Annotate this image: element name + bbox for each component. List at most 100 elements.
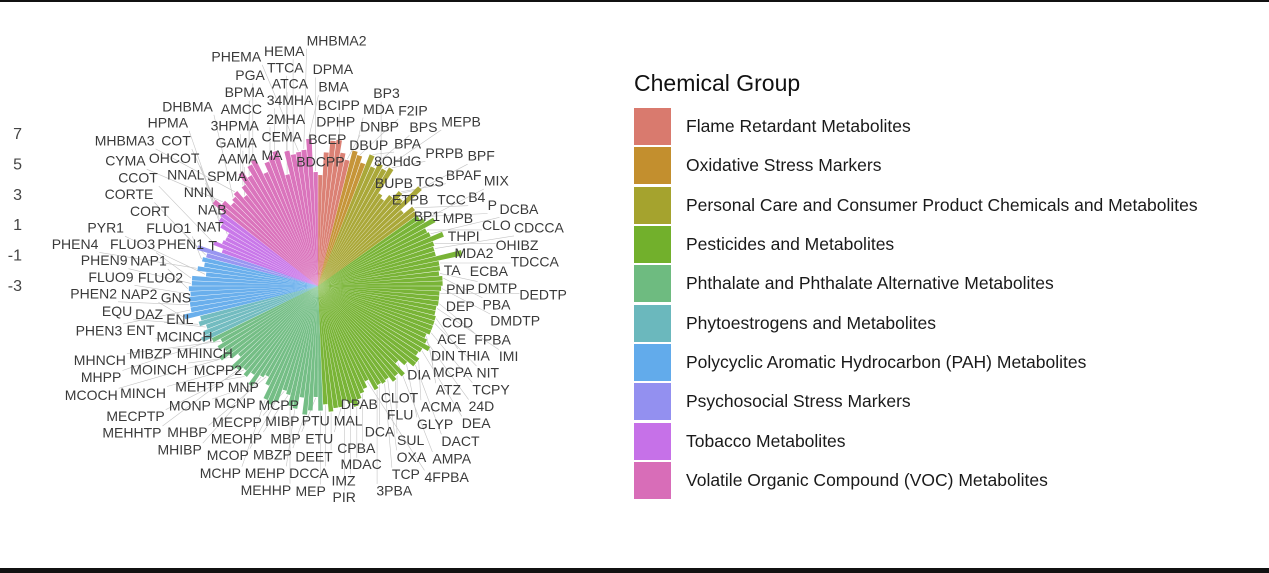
y-tick-label: 3 [13,187,22,204]
bar-2mha [267,155,318,286]
bar-label: MPB [443,210,473,226]
leader-line [387,379,397,451]
bar-label: SPMA [207,168,247,184]
bar-equ [198,286,318,327]
bar-label: MIBP [265,413,299,429]
bar-label: DACT [441,433,480,449]
bar-label: ACE [437,331,466,347]
bar-nnn [227,233,318,286]
bar-label: DEP [446,298,475,314]
bar-gama [241,184,318,286]
bar-spma [230,202,318,286]
leader-line [213,114,234,198]
leader-line [126,341,221,354]
leader-line [303,48,307,149]
bar-label: MCPP [259,397,299,413]
bar-label: MEPB [441,114,481,130]
bar-dphp [318,140,336,286]
bar-deet [318,286,334,412]
bar-mehp [292,286,318,409]
leader-line [359,118,399,156]
bar-nap2 [184,286,318,320]
bar-label: CCOT [118,170,158,186]
bar-label: BUPB [375,175,413,191]
bar-bpaf [318,191,403,286]
bar-label: GNS [161,290,191,306]
y-tick-label: -3 [8,278,22,295]
legend-label: Tobacco Metabolites [686,430,846,451]
leader-line [241,399,266,467]
leader-line [430,217,500,235]
bar-phen3 [190,286,318,313]
bar-label: BPMA [225,84,265,100]
bar-3hpma [238,171,318,286]
bar-etu [318,286,344,408]
bar-label: MNP [228,379,259,395]
bar-ace [318,286,436,316]
leader-line [146,168,223,203]
bar-label: DMTP [478,280,518,296]
bar-ttca [284,150,318,286]
bar-label: PHEN9 [81,252,128,268]
bar-minch [230,286,318,370]
bar-24d [318,286,428,344]
bar-cort [206,253,318,286]
bar-ohibz [318,241,435,286]
bar-tcpy [318,286,432,335]
leader-line [249,402,276,449]
bar-cyma [221,200,318,286]
leader-line [155,252,192,279]
leader-line [263,395,289,433]
bar-mehhtp [236,286,318,371]
bar-bp1 [318,209,404,286]
leader-line [292,415,305,449]
legend-item: Psychosocial Stress Markers [634,382,1198,421]
bar-mix [318,218,425,286]
bar-label: NIT [477,365,500,381]
legend-label: Psychosocial Stress Markers [686,391,911,412]
bar-label: MA [262,147,284,163]
leader-line [384,129,442,170]
y-tick-label: 5 [13,156,22,173]
bar-bcipp [318,139,342,286]
bar-dcca [318,286,328,405]
bar-ecba [318,250,463,286]
bar-label: 24D [469,398,495,414]
legend-item: Flame Retardant Metabolites [634,107,1198,146]
bar-ma [263,171,318,286]
bar-moinch [229,286,318,359]
legend-title: Chemical Group [634,70,801,96]
bar-label: TCC [437,191,466,207]
bar-label: PNP [446,281,475,297]
bar-tdcca [318,260,440,286]
bar-meohp [286,286,318,395]
bar-hpma [212,199,318,286]
leader-line [401,183,446,193]
legend-label: Pesticides and Metabolites [686,234,895,255]
bar-label: CLO [482,217,511,233]
bar-label: ENL [166,311,193,327]
bar-label: PHEN4 [52,236,99,252]
legend-items: Flame Retardant Metabolites Oxidative Str… [634,107,1198,500]
legend-swatch [634,422,671,460]
legend-item: Tobacco Metabolites [634,421,1198,460]
leader-line [334,407,342,433]
bar-label: HEMA [264,43,305,59]
legend-label: Phytoestrogens and Metabolites [686,312,937,333]
bar-label: TCPY [472,381,510,397]
bar-fluo1 [202,257,318,286]
y-tick-label: -1 [8,248,22,265]
bar-mcoch [219,286,318,361]
bar-phema [296,151,318,286]
bar-label: PBA [483,296,512,312]
bar-corte [197,245,318,286]
bar-label: HPMA [148,114,189,130]
bar-thia [318,286,436,321]
bar-label: DEET [295,449,333,465]
bar-mhbma3 [233,191,318,286]
bar-mhnch [220,286,318,343]
bar-label: BPA [394,136,422,152]
bar-label: GLYP [417,416,453,432]
bar-label: GAMA [216,134,258,150]
